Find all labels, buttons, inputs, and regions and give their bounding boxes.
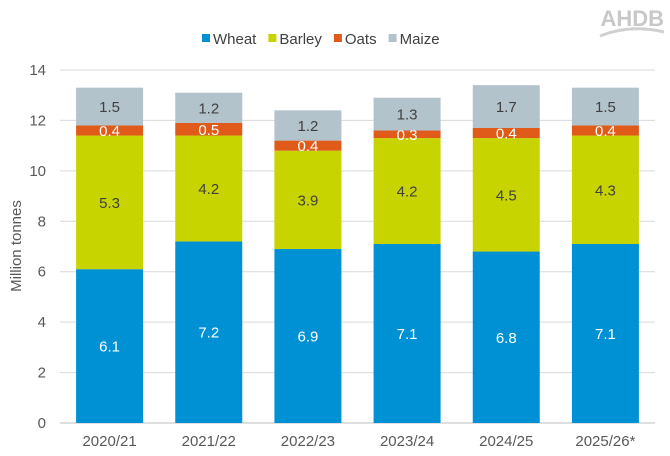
data-label: 1.3 <box>397 107 418 124</box>
legend-swatch-barley <box>268 34 277 42</box>
bar-wheat <box>76 269 144 423</box>
data-label: 0.5 <box>198 122 219 139</box>
bar-barley <box>274 150 342 250</box>
y-tick-label: 4 <box>38 314 46 331</box>
x-tick-label: 2025/26* <box>575 433 635 450</box>
y-tick-label: 14 <box>29 62 46 79</box>
bar-maize <box>175 92 243 123</box>
legend-label: Wheat <box>213 31 257 48</box>
x-tick-label: 2024/25 <box>479 433 533 450</box>
data-label: 0.4 <box>297 138 318 155</box>
bar-maize <box>373 97 441 131</box>
data-label: 1.2 <box>297 118 318 135</box>
y-tick-label: 12 <box>29 112 46 129</box>
bar-maize <box>571 87 639 126</box>
data-label: 4.2 <box>198 181 219 198</box>
legend-swatch-wheat <box>202 34 210 42</box>
y-tick-label: 8 <box>38 213 46 230</box>
bar-oats <box>472 127 540 139</box>
y-axis-ticks: 0 2 4 6 8 10 12 14 <box>29 62 46 432</box>
data-label: 1.2 <box>198 100 219 117</box>
data-label: 6.8 <box>496 330 517 347</box>
legend-label: Oats <box>345 31 377 48</box>
data-label: 1.5 <box>99 99 120 116</box>
x-tick-label: 2023/24 <box>380 433 434 450</box>
bar-maize <box>274 110 342 141</box>
legend-swatch-maize <box>388 34 397 42</box>
bar-oats <box>373 130 441 139</box>
logo-swoosh <box>599 27 665 38</box>
logo-text: AHDB <box>600 6 664 31</box>
data-label: 7.1 <box>397 326 418 343</box>
y-axis-label: Million tonnes <box>8 200 25 292</box>
data-label: 4.5 <box>496 187 517 204</box>
bar-wheat <box>175 241 243 423</box>
legend-label: Barley <box>279 31 322 48</box>
bar-wheat <box>571 243 639 423</box>
bar-maize <box>76 87 144 126</box>
y-tick-label: 2 <box>38 365 46 382</box>
bar-barley <box>373 138 441 244</box>
bar-wheat <box>274 249 342 423</box>
data-label: 0.4 <box>496 126 517 143</box>
x-tick-label: 2020/21 <box>82 433 136 450</box>
bar-oats <box>274 140 342 151</box>
x-axis-ticks: 2020/21 2021/22 2022/23 2023/24 2024/25 2025/… <box>82 433 635 450</box>
bar-oats <box>175 122 243 136</box>
x-tick-label: 2021/22 <box>182 433 236 450</box>
bars: 6.1 5.3 0.4 1.5 7.2 4.2 0.5 1.2 6.9 3.9 0.4 1.2 7.1 4… <box>76 85 639 423</box>
y-tick-label: 10 <box>29 163 46 180</box>
y-tick-label: 0 <box>38 415 46 432</box>
y-tick-label: 6 <box>38 264 46 281</box>
ahdb-logo: AHDB <box>599 6 665 38</box>
gridlines <box>60 69 655 424</box>
data-label: 4.2 <box>397 184 418 201</box>
legend: Wheat Barley Oats Maize <box>202 31 440 48</box>
data-label: 0.4 <box>99 123 120 140</box>
data-label: 7.2 <box>198 325 219 342</box>
data-label: 7.1 <box>595 326 616 343</box>
legend-label: Maize <box>400 31 440 48</box>
data-label: 6.1 <box>99 339 120 356</box>
data-label: 1.7 <box>496 99 517 116</box>
bar-maize <box>472 85 540 128</box>
bar-barley <box>76 135 144 270</box>
data-label: 5.3 <box>99 195 120 212</box>
data-label: 0.3 <box>397 127 418 144</box>
bar-oats <box>76 125 144 136</box>
bar-oats <box>571 125 639 136</box>
data-label: 0.4 <box>595 123 616 140</box>
x-tick-label: 2022/23 <box>281 433 335 450</box>
data-label: 4.3 <box>595 182 616 199</box>
bar-barley <box>571 135 639 244</box>
data-label: 6.9 <box>297 329 318 346</box>
bar-wheat <box>373 243 441 423</box>
data-label: 1.5 <box>595 99 616 116</box>
data-label: 3.9 <box>297 192 318 209</box>
bar-wheat <box>472 251 540 423</box>
bar-barley <box>472 138 540 252</box>
bar-barley <box>175 135 243 242</box>
legend-swatch-oats <box>333 34 342 42</box>
